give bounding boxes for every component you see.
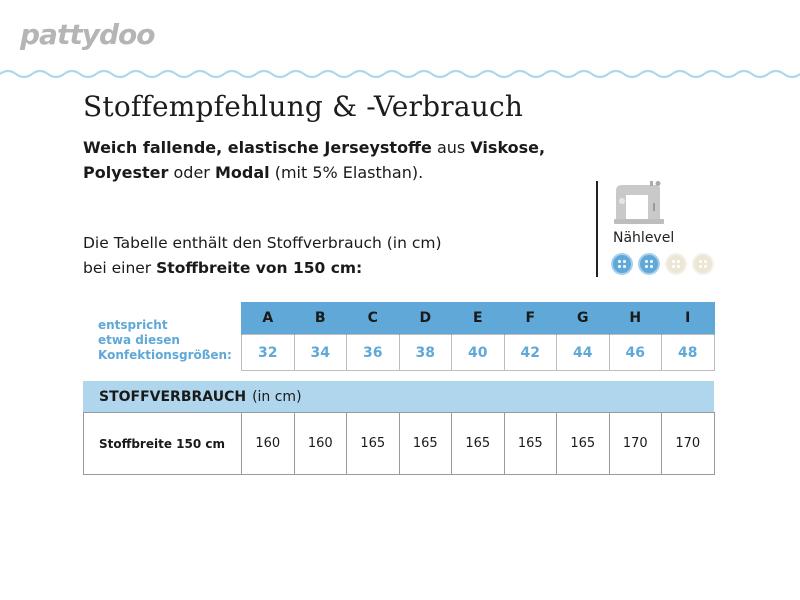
size-number: 42 — [503, 334, 557, 371]
usage-value: 160 — [241, 412, 295, 475]
page-title: Stoffempfehlung & -Verbrauch — [83, 90, 524, 123]
table-note-line1: Die Tabelle enthält den Stoffverbrauch (… — [83, 234, 442, 252]
usage-value: 165 — [503, 412, 557, 475]
usage-value: 165 — [451, 412, 505, 475]
intro-text-bold-1: Weich fallende, elastische Jerseystoffe — [83, 138, 432, 157]
skill-button-filled-icon — [638, 253, 660, 275]
pattydoo-logo[interactable]: pattydoo — [20, 18, 155, 51]
table-note-prefix: bei einer — [83, 259, 157, 277]
skill-level-label: Nählevel — [613, 230, 675, 246]
size-letter: I — [661, 302, 715, 335]
size-number: 46 — [608, 334, 662, 371]
size-caption: entspricht etwa diesen Konfektionsgrößen… — [98, 318, 232, 363]
intro-text-5: oder — [168, 163, 215, 182]
wave-divider — [0, 69, 800, 79]
skill-level-indicator — [611, 253, 714, 275]
size-letter: B — [293, 302, 347, 335]
size-letter: F — [503, 302, 557, 335]
size-number: 48 — [661, 334, 715, 371]
size-letter: D — [398, 302, 452, 335]
divider-line — [596, 181, 598, 277]
size-numbers-row: 32 34 36 38 40 42 44 46 48 — [241, 334, 715, 371]
size-number: 32 — [241, 334, 295, 371]
size-number: 40 — [451, 334, 505, 371]
size-number: 36 — [346, 334, 400, 371]
size-letter: G — [556, 302, 610, 335]
size-table: A B C D E F G H I 32 34 36 38 40 42 44 4… — [241, 302, 715, 371]
size-caption-line: entspricht — [98, 318, 168, 332]
usage-header: STOFFVERBRAUCH (in cm) — [83, 381, 714, 412]
usage-value: 165 — [398, 412, 452, 475]
usage-value: 165 — [346, 412, 400, 475]
table-row: Stoffbreite 150 cm 160 160 165 165 165 1… — [83, 412, 715, 475]
intro-text-2: aus — [431, 138, 471, 157]
usage-header-unit: (in cm) — [252, 389, 302, 405]
table-note-bold: Stoffbreite von 150 cm: — [156, 259, 363, 277]
usage-value: 160 — [293, 412, 347, 475]
usage-header-title: STOFFVERBRAUCH — [99, 389, 247, 405]
usage-value: 170 — [661, 412, 715, 475]
intro-text-bold-4: Polyester — [83, 163, 169, 182]
skill-button-filled-icon — [611, 253, 633, 275]
size-letter: C — [346, 302, 400, 335]
fabric-recommendation: Weich fallende, elastische Jerseystoffe … — [83, 135, 583, 185]
usage-value: 165 — [556, 412, 610, 475]
size-caption-line: etwa diesen — [98, 333, 180, 347]
usage-value: 170 — [608, 412, 662, 475]
size-number: 38 — [398, 334, 452, 371]
size-letter: H — [608, 302, 662, 335]
intro-text-7: (mit 5% Elasthan). — [269, 163, 424, 182]
size-number: 44 — [556, 334, 610, 371]
usage-table: Stoffbreite 150 cm 160 160 165 165 165 1… — [83, 412, 715, 475]
usage-row-label: Stoffbreite 150 cm — [83, 412, 242, 475]
size-number: 34 — [293, 334, 347, 371]
skill-button-empty-icon — [665, 253, 687, 275]
intro-text-bold-6: Modal — [214, 163, 270, 182]
table-note: Die Tabelle enthält den Stoffverbrauch (… — [83, 231, 563, 281]
sewing-machine-icon — [614, 181, 664, 224]
skill-button-empty-icon — [692, 253, 714, 275]
intro-text-bold-3: Viskose, — [470, 138, 546, 157]
size-letter: A — [241, 302, 295, 335]
size-letter: E — [451, 302, 505, 335]
size-caption-line: Konfektionsgrößen: — [98, 348, 232, 362]
size-letters-row: A B C D E F G H I — [241, 302, 715, 335]
